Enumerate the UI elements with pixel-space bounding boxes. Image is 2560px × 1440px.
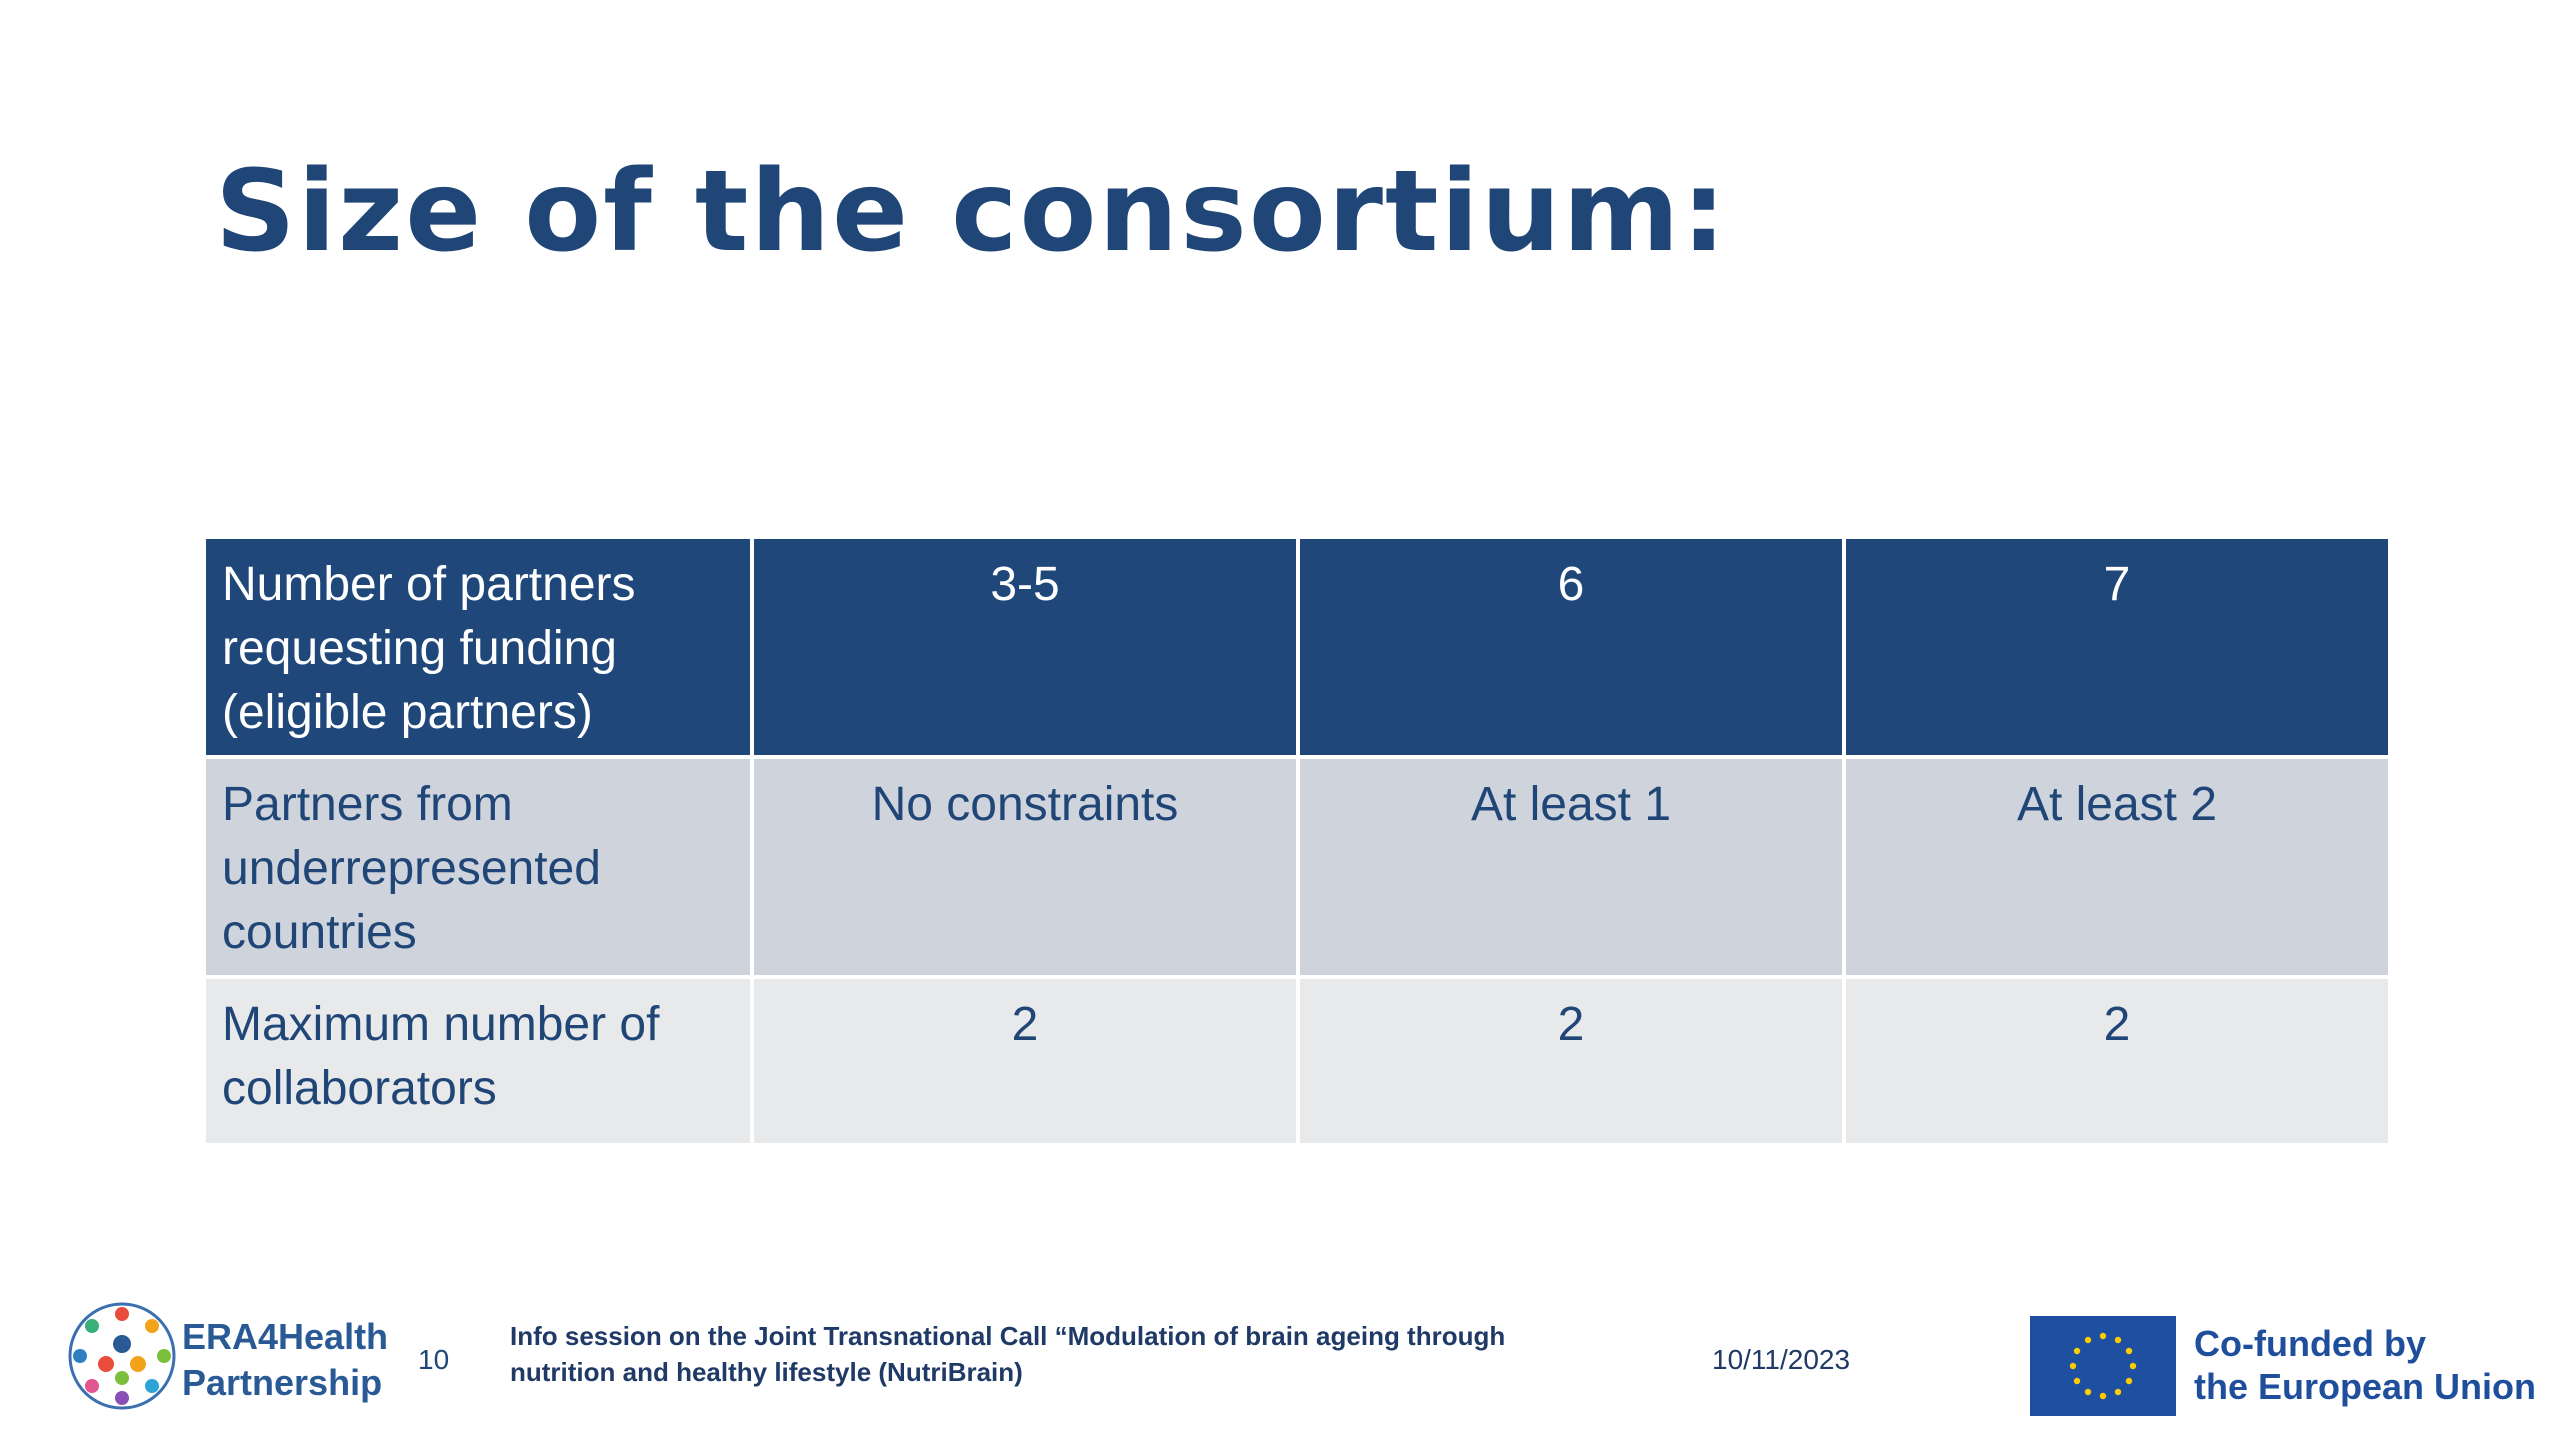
table-cell: No constraints	[750, 755, 1300, 979]
eu-star-icon	[2073, 1377, 2081, 1385]
eu-star-icon	[2125, 1347, 2133, 1355]
row-label-cell: Partners from underrepresented countries	[202, 755, 754, 979]
brand-line: ERA4Health	[182, 1316, 389, 1357]
header-value-cell: 7	[1842, 535, 2392, 759]
page-number: 10	[418, 1344, 450, 1375]
table-cell: At least 2	[1842, 755, 2392, 979]
eu-star-icon	[2099, 1332, 2107, 1340]
eu-star-icon	[2099, 1392, 2107, 1400]
brand-line: Partnership	[182, 1362, 383, 1403]
table-cell: 2	[1296, 975, 1846, 1147]
footer-description: Info session on the Joint Transnational …	[510, 1321, 1506, 1387]
header-label-cell: Number of partners requesting funding (e…	[202, 535, 754, 759]
eu-star-icon	[2073, 1347, 2081, 1355]
row-label-cell: Maximum number of collaborators	[202, 975, 754, 1147]
eu-star-icon	[2084, 1336, 2092, 1344]
eu-text-line: the European Union	[2194, 1366, 2536, 1407]
eu-flag-icon	[2030, 1316, 2176, 1416]
era4health-logo-icon	[68, 1302, 176, 1410]
eu-star-icon	[2125, 1377, 2133, 1385]
eu-star-icon	[2114, 1336, 2122, 1344]
consortium-size-table: Number of partners requesting funding (e…	[202, 535, 2392, 1147]
header-value-cell: 6	[1296, 535, 1846, 759]
eu-cofunded-text: Co-funded by the European Union	[2194, 1322, 2536, 1408]
table-header-row: Number of partners requesting funding (e…	[202, 535, 2392, 759]
footer-brand: ERA4Health Partnership	[182, 1314, 388, 1406]
eu-text-line: Co-funded by	[2194, 1323, 2426, 1364]
table-cell: At least 1	[1296, 755, 1846, 979]
footer-date: 10/11/2023	[1712, 1344, 1851, 1375]
eu-star-icon	[2084, 1388, 2092, 1396]
table-row: Maximum number of collaborators 2 2 2	[202, 975, 2392, 1147]
header-value-cell: 3-5	[750, 535, 1300, 759]
table-cell: 2	[1842, 975, 2392, 1147]
eu-star-icon	[2114, 1388, 2122, 1396]
eu-star-icon	[2129, 1362, 2137, 1370]
table-row: Partners from underrepresented countries…	[202, 755, 2392, 979]
table-cell: 2	[750, 975, 1300, 1147]
eu-star-icon	[2069, 1362, 2077, 1370]
slide-title: Size of the consortium:	[215, 147, 1729, 277]
